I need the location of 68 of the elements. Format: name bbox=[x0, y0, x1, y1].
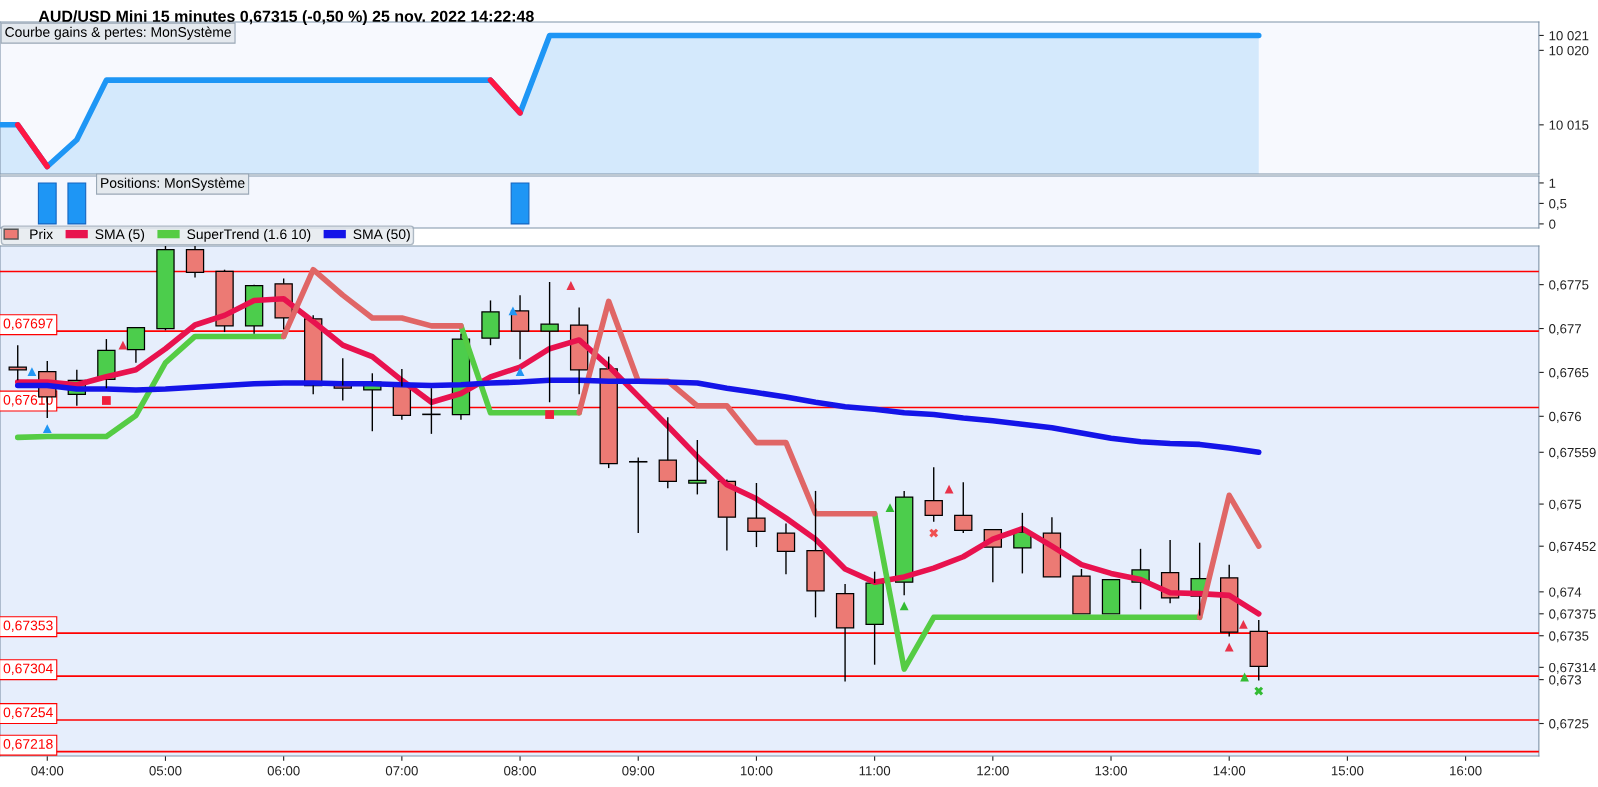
y-tick-label: 0,676 bbox=[1549, 411, 1582, 423]
y-tick-label: 0,6765 bbox=[1549, 367, 1589, 379]
point bbox=[929, 528, 939, 538]
x-tick-label: 06:00 bbox=[267, 766, 300, 776]
x-tick-label: 10:00 bbox=[740, 766, 773, 776]
legend-label: SuperTrend (1.6 10) bbox=[187, 228, 311, 242]
x-tick-label: 08:00 bbox=[504, 766, 537, 776]
x-tick-label: 12:00 bbox=[977, 766, 1009, 776]
y-tick-label: 0,673 bbox=[1549, 675, 1582, 687]
point bbox=[944, 484, 954, 494]
y-tick-label: 0,67452 bbox=[1549, 541, 1596, 553]
x-tick-label: 11:00 bbox=[859, 766, 891, 776]
point bbox=[566, 281, 576, 290]
legend-label: SMA (5) bbox=[95, 228, 145, 242]
point bbox=[1254, 686, 1264, 696]
point bbox=[118, 340, 128, 350]
candlestick bbox=[392, 368, 412, 421]
ref-line-label: 0,67304 bbox=[3, 663, 53, 676]
chart-title: AUD/USD Mini 15 minutes 0,67315 (-0,50 %) 25 nov. 2022 14:22:48 bbox=[38, 10, 534, 26]
y-tick-label: 1 bbox=[1549, 178, 1556, 188]
x-tick-label: 09:00 bbox=[622, 766, 655, 776]
ref-line-label: 0,67697 bbox=[3, 318, 53, 331]
x-tick-label: 05:00 bbox=[149, 766, 182, 776]
ref-line-label: 0,67254 bbox=[3, 707, 53, 719]
ref-line-label: 0,67218 bbox=[3, 739, 53, 751]
point bbox=[27, 367, 37, 376]
chart-subtitle: Positions: MonSystème bbox=[101, 177, 245, 191]
point bbox=[42, 424, 52, 433]
y-tick-label: 10 015 bbox=[1549, 120, 1589, 130]
x-tick-label: 07:00 bbox=[385, 766, 418, 776]
point bbox=[885, 503, 895, 512]
legend-label: Prix bbox=[30, 228, 53, 239]
x-tick-label: 13:00 bbox=[1095, 766, 1128, 776]
point bbox=[899, 601, 909, 611]
x-tick-label: 15:00 bbox=[1331, 766, 1364, 776]
y-tick-label: 0,6775 bbox=[1549, 280, 1589, 292]
y-tick-label: 0,5 bbox=[1549, 198, 1567, 210]
legend-label: SMA (50) bbox=[353, 228, 410, 242]
y-tick-label: 0,6725 bbox=[1549, 719, 1589, 730]
y-tick-label: 0,6735 bbox=[1549, 631, 1589, 643]
point bbox=[1224, 642, 1234, 652]
chart-subtitle: Courbe gains & pertes: MonSystème bbox=[5, 26, 231, 40]
point bbox=[1240, 672, 1249, 682]
point bbox=[545, 410, 554, 419]
candlestick bbox=[776, 522, 796, 575]
y-tick-label: 0,677 bbox=[1549, 324, 1581, 335]
y-tick-label: 0,67559 bbox=[1549, 447, 1596, 459]
candlestick bbox=[835, 583, 855, 683]
y-tick-label: 0,67375 bbox=[1549, 609, 1596, 621]
candlestick bbox=[185, 246, 205, 279]
y-tick-label: 0,674 bbox=[1549, 587, 1582, 599]
point bbox=[515, 367, 525, 376]
y-tick-label: 0,67314 bbox=[1549, 662, 1596, 674]
y-tick-label: 10 020 bbox=[1549, 45, 1589, 56]
candlestick bbox=[510, 294, 530, 360]
point bbox=[101, 396, 111, 405]
x-tick-label: 14:00 bbox=[1213, 766, 1246, 776]
y-tick-label: 0,675 bbox=[1549, 499, 1582, 511]
x-tick-label: 16:00 bbox=[1450, 766, 1482, 776]
candlestick bbox=[806, 490, 825, 619]
candlestick bbox=[540, 281, 559, 403]
y-tick-label: 0 bbox=[1549, 219, 1556, 229]
candlestick bbox=[1013, 512, 1032, 575]
y-tick-label: 10 021 bbox=[1549, 31, 1589, 41]
point bbox=[1239, 619, 1248, 629]
ref-line-label: 0,67353 bbox=[3, 620, 53, 632]
x-tick-label: 04:00 bbox=[31, 766, 64, 776]
point bbox=[508, 306, 518, 316]
